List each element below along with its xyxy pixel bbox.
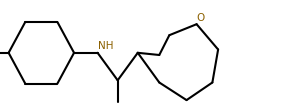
Text: NH: NH: [98, 41, 113, 51]
Text: O: O: [197, 13, 205, 23]
